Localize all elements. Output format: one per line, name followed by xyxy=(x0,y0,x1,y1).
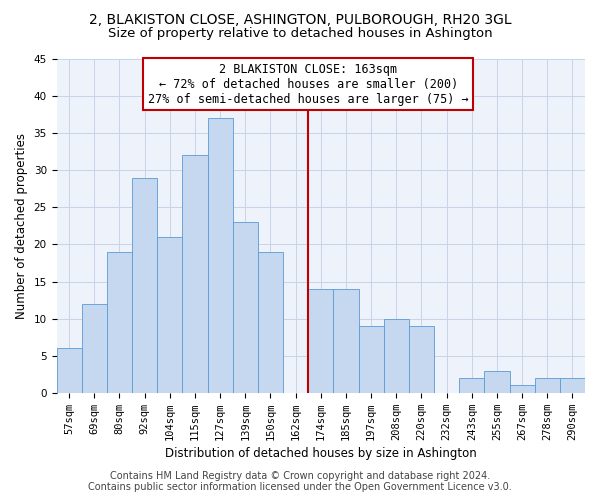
Bar xyxy=(535,378,560,393)
Bar xyxy=(157,237,182,393)
Bar xyxy=(56,348,82,393)
Bar xyxy=(459,378,484,393)
Text: 2 BLAKISTON CLOSE: 163sqm
← 72% of detached houses are smaller (200)
27% of semi: 2 BLAKISTON CLOSE: 163sqm ← 72% of detac… xyxy=(148,62,469,106)
Bar xyxy=(258,252,283,393)
Text: 2, BLAKISTON CLOSE, ASHINGTON, PULBOROUGH, RH20 3GL: 2, BLAKISTON CLOSE, ASHINGTON, PULBOROUG… xyxy=(89,12,511,26)
Bar xyxy=(509,386,535,393)
Bar xyxy=(560,378,585,393)
Bar xyxy=(132,178,157,393)
Text: Size of property relative to detached houses in Ashington: Size of property relative to detached ho… xyxy=(107,28,493,40)
Text: Contains HM Land Registry data © Crown copyright and database right 2024.
Contai: Contains HM Land Registry data © Crown c… xyxy=(88,471,512,492)
Bar xyxy=(359,326,383,393)
Bar xyxy=(383,318,409,393)
Bar xyxy=(107,252,132,393)
Bar xyxy=(182,156,208,393)
Bar xyxy=(409,326,434,393)
Bar xyxy=(208,118,233,393)
Y-axis label: Number of detached properties: Number of detached properties xyxy=(15,133,28,319)
X-axis label: Distribution of detached houses by size in Ashington: Distribution of detached houses by size … xyxy=(165,447,476,460)
Bar xyxy=(82,304,107,393)
Bar xyxy=(484,370,509,393)
Bar xyxy=(233,222,258,393)
Bar xyxy=(334,289,359,393)
Bar xyxy=(308,289,334,393)
